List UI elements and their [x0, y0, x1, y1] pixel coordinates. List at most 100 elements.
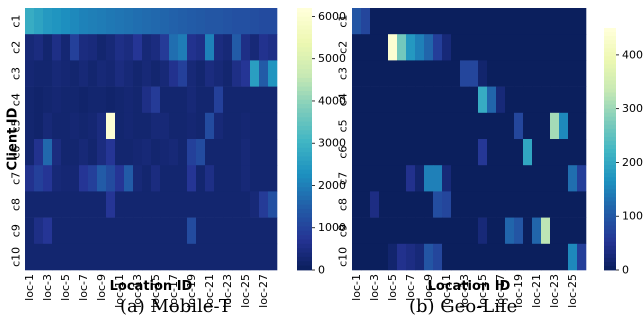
heatmap-cell [142, 60, 152, 87]
heatmap-cell [205, 243, 215, 271]
heatmap-cell [568, 34, 578, 61]
heatmap-cell [88, 191, 98, 218]
colorbar-segment [297, 213, 312, 218]
heatmap-cell [532, 243, 542, 271]
heatmap-cell [442, 139, 452, 166]
y-tick-label: c9 [10, 224, 23, 237]
y-tick-label: c4 [337, 93, 350, 106]
heatmap-cell [232, 8, 242, 35]
heatmap-cell [88, 112, 98, 140]
heatmap-cell [361, 34, 371, 61]
heatmap-cell [124, 243, 134, 271]
heatmap-cell [415, 217, 425, 245]
heatmap-cell [142, 8, 152, 35]
x-tick-label: loc-11 [440, 274, 453, 308]
heatmap-cell [487, 191, 497, 218]
colorbar-segment [297, 42, 312, 48]
heatmap-cell [406, 112, 416, 140]
colorbar-segment [604, 265, 616, 271]
colorbar-segment [604, 149, 616, 154]
x-tick-label: loc-17 [167, 274, 180, 308]
heatmap-cell [115, 243, 125, 271]
heatmap-cell [361, 217, 371, 245]
heatmap-cell [25, 243, 35, 271]
heatmap-cell [232, 139, 242, 166]
heatmap-cell [442, 8, 452, 35]
colorbar-segment [297, 169, 312, 175]
colorbar-tick-label: 3000 [622, 102, 643, 115]
heatmap-cell [352, 139, 362, 166]
heatmap-cell [442, 112, 452, 140]
heatmap-cell [469, 34, 479, 61]
heatmap-cell [196, 8, 206, 35]
colorbar-segment [604, 181, 616, 186]
heatmap-cell [568, 139, 578, 166]
heatmap-cell [496, 86, 506, 114]
colorbar-segment [604, 225, 616, 231]
heatmap-cell [241, 60, 251, 87]
heatmap-cell [559, 217, 569, 245]
heatmap-cell [97, 191, 107, 218]
heatmap-cell [142, 139, 152, 166]
heatmap-cell [406, 60, 416, 87]
heatmap-cell [106, 112, 116, 140]
heatmap-cell [259, 165, 269, 192]
heatmap-cell [223, 139, 233, 166]
heatmap-cell [97, 217, 107, 245]
heatmap-cell [34, 243, 44, 271]
heatmap-cell [559, 86, 569, 114]
heatmap-cell [61, 243, 71, 271]
heatmap-cell [43, 139, 53, 166]
heatmap-cell [469, 60, 479, 87]
colorbar-segment [604, 245, 616, 251]
heatmap-cell [577, 165, 587, 192]
heatmap-cell [133, 86, 143, 114]
heatmap-cell [61, 8, 71, 35]
heatmap-cell [133, 191, 143, 218]
heatmap-cell [88, 243, 98, 271]
heatmap-cell [43, 243, 53, 271]
heatmap-cell [169, 8, 179, 35]
heatmap-cell [523, 86, 533, 114]
heatmap-cell [379, 243, 389, 271]
heatmap-cell [532, 165, 542, 192]
heatmap-cell [124, 217, 134, 245]
colorbar-segment [297, 191, 312, 197]
heatmap-cell [250, 165, 260, 192]
heatmap-cell [151, 165, 161, 192]
heatmap-cell [151, 60, 161, 87]
colorbar-segment [604, 76, 616, 81]
heatmap-cell [133, 34, 143, 61]
heatmap-cell [52, 8, 62, 35]
heatmap-cell [505, 165, 515, 192]
heatmap-cell [487, 243, 497, 271]
heatmap-cell [460, 191, 470, 218]
colorbar-segment [604, 153, 616, 158]
heatmap-cell [268, 217, 278, 245]
heatmap-cell [514, 112, 524, 140]
heatmap-cell [187, 217, 197, 245]
heatmap-cell [178, 191, 188, 218]
colorbar-segment [297, 69, 312, 74]
heatmap-cell [187, 86, 197, 114]
heatmap-cell [541, 86, 551, 114]
heatmap-cell [541, 217, 551, 245]
heatmap-cell [241, 191, 251, 218]
heatmap-cell [478, 34, 488, 61]
heatmap-cell [25, 165, 35, 192]
heatmap-cell [88, 86, 98, 114]
heatmap-cell [124, 139, 134, 166]
heatmap-cell [478, 60, 488, 87]
heatmap-cell [70, 191, 80, 218]
heatmap-cell [178, 165, 188, 192]
heatmap-cell [52, 165, 62, 192]
heatmap-cell [460, 34, 470, 61]
colorbar-segment [604, 161, 616, 166]
colorbar-segment [297, 235, 312, 240]
heatmap-cell [151, 139, 161, 166]
heatmap-cell [133, 165, 143, 192]
heatmap-cell [196, 60, 206, 87]
heatmap-cell [232, 165, 242, 192]
heatmap-cell [205, 112, 215, 140]
